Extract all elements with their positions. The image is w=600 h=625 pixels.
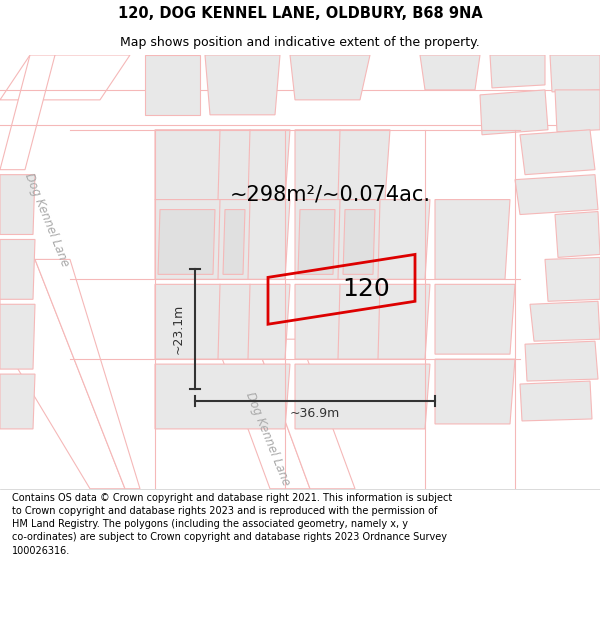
Polygon shape: [35, 259, 140, 489]
Polygon shape: [0, 239, 35, 299]
Polygon shape: [215, 339, 310, 489]
Polygon shape: [145, 55, 200, 115]
Polygon shape: [25, 55, 130, 100]
Polygon shape: [520, 381, 592, 421]
Polygon shape: [223, 209, 245, 274]
Polygon shape: [0, 55, 55, 100]
Polygon shape: [0, 304, 35, 369]
Text: 120: 120: [343, 278, 391, 301]
Polygon shape: [343, 209, 375, 274]
Polygon shape: [545, 258, 600, 301]
Polygon shape: [525, 341, 598, 381]
Polygon shape: [515, 174, 598, 214]
Polygon shape: [158, 209, 215, 274]
Text: ~298m²/~0.074ac.: ~298m²/~0.074ac.: [229, 184, 431, 204]
Polygon shape: [530, 301, 600, 341]
Polygon shape: [205, 55, 280, 115]
Polygon shape: [290, 55, 370, 100]
Polygon shape: [435, 284, 515, 354]
Polygon shape: [0, 259, 125, 489]
Polygon shape: [155, 130, 290, 199]
Polygon shape: [155, 284, 290, 359]
Polygon shape: [550, 55, 600, 92]
Polygon shape: [490, 55, 545, 88]
Polygon shape: [298, 209, 335, 274]
Text: ~36.9m: ~36.9m: [290, 408, 340, 421]
Polygon shape: [0, 55, 55, 169]
Polygon shape: [295, 130, 390, 199]
Polygon shape: [420, 55, 480, 90]
Text: 120, DOG KENNEL LANE, OLDBURY, B68 9NA: 120, DOG KENNEL LANE, OLDBURY, B68 9NA: [118, 6, 482, 21]
Polygon shape: [295, 364, 430, 429]
Polygon shape: [155, 199, 290, 279]
Polygon shape: [0, 374, 35, 429]
Polygon shape: [0, 174, 35, 234]
Polygon shape: [520, 130, 595, 174]
Polygon shape: [295, 284, 430, 359]
Text: Dog Kennel Lane: Dog Kennel Lane: [22, 171, 72, 268]
Polygon shape: [555, 90, 600, 132]
Polygon shape: [480, 90, 548, 135]
Text: Map shows position and indicative extent of the property.: Map shows position and indicative extent…: [120, 36, 480, 49]
Polygon shape: [555, 211, 600, 258]
Text: Dog Kennel Lane: Dog Kennel Lane: [243, 390, 293, 488]
Text: Contains OS data © Crown copyright and database right 2021. This information is : Contains OS data © Crown copyright and d…: [12, 493, 452, 556]
Polygon shape: [435, 359, 515, 424]
Polygon shape: [435, 199, 510, 279]
Polygon shape: [255, 339, 355, 489]
Text: ~23.1m: ~23.1m: [172, 304, 185, 354]
Polygon shape: [155, 364, 290, 429]
Polygon shape: [295, 199, 430, 279]
